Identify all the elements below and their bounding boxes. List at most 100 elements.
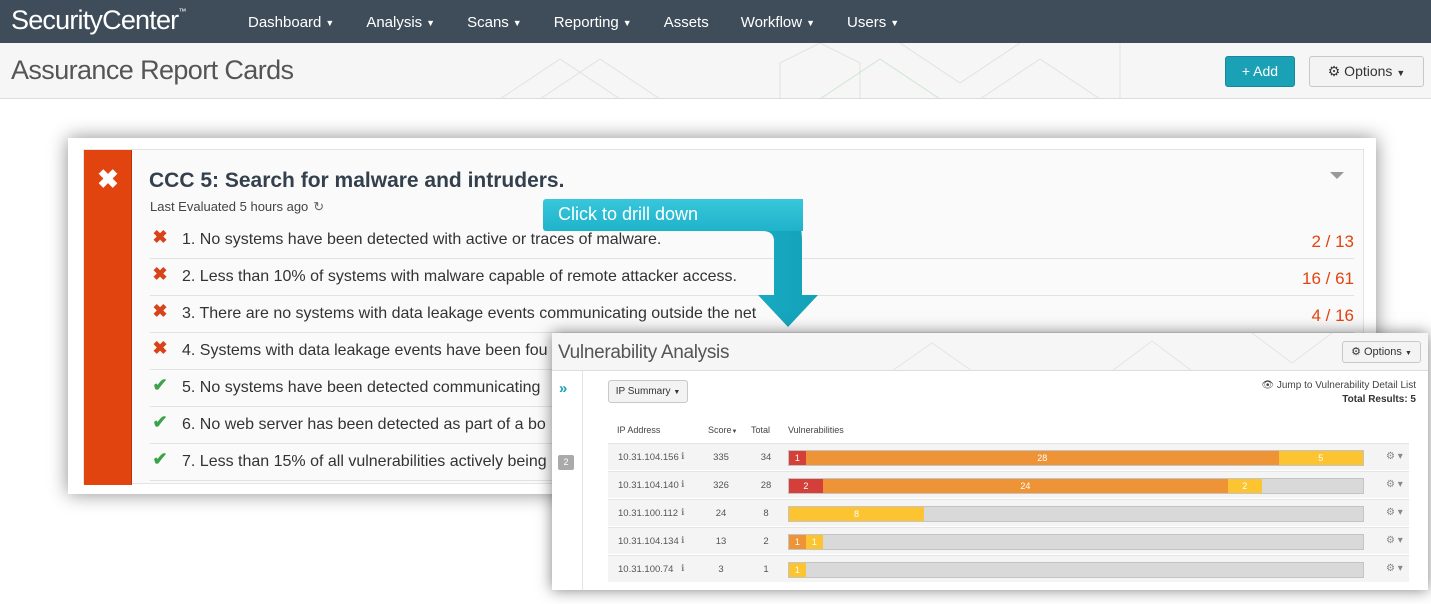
table-row[interactable]: 10.31.104.156 ℹ 335 34 1 28 5 ⚙ ▾ xyxy=(608,443,1409,470)
nav-dashboard[interactable]: Dashboard ▼ xyxy=(232,0,350,43)
options-label: ⚙ Options xyxy=(1327,63,1393,79)
vuln-panel-header: Vulnerability Analysis ⚙ Options ▼ xyxy=(552,333,1428,371)
bar-segment-med[interactable]: 5 xyxy=(1278,451,1363,465)
nav-label: Workflow xyxy=(740,14,803,31)
caret-down-icon: ▼ xyxy=(673,389,681,396)
info-icon[interactable]: ℹ xyxy=(681,451,685,461)
bar-segment-med[interactable]: 1 xyxy=(789,563,806,577)
row-gear-icon[interactable]: ⚙ ▾ xyxy=(1386,479,1403,490)
score-value: 335 xyxy=(713,452,729,463)
rule-score[interactable]: 4 / 16 xyxy=(1311,306,1354,325)
tool-select-button[interactable]: IP Summary ▼ xyxy=(608,380,688,403)
score-value: 24 xyxy=(715,508,727,519)
top-navbar: SecurityCenter™ Dashboard ▼ Analysis ▼ Scans… xyxy=(0,0,1431,43)
ip-address[interactable]: 10.31.104.140 xyxy=(618,480,679,491)
rule-text: 1. No systems have been detected with ac… xyxy=(182,231,662,248)
bar-segment-med[interactable]: 2 xyxy=(1227,479,1262,493)
pass-icon: ✔ xyxy=(152,375,168,395)
nav-analysis[interactable]: Analysis ▼ xyxy=(350,0,451,43)
nav-workflow[interactable]: Workflow ▼ xyxy=(725,0,831,43)
options-button[interactable]: ⚙ Options ▼ xyxy=(1309,56,1424,87)
vuln-header-pattern xyxy=(892,333,1333,370)
column-total[interactable]: Total xyxy=(751,425,771,435)
expand-icon[interactable]: » xyxy=(559,380,568,397)
score-value: 13 xyxy=(715,536,727,547)
column-score[interactable]: Score▼ xyxy=(708,425,737,435)
info-icon[interactable]: ℹ xyxy=(681,535,685,545)
nav-scans[interactable]: Scans ▼ xyxy=(451,0,538,43)
fail-icon: ✖ xyxy=(152,264,168,284)
rule-score[interactable]: 16 / 61 xyxy=(1302,269,1354,288)
vulnerability-bar[interactable]: 2 24 2 xyxy=(788,478,1364,494)
app-logo[interactable]: SecurityCenter™ xyxy=(11,5,186,35)
column-score-label: Score xyxy=(708,425,732,435)
rule-row[interactable]: ✖ 2. Less than 10% of systems with malwar… xyxy=(150,259,1354,296)
row-gear-icon[interactable]: ⚙ ▾ xyxy=(1386,507,1403,518)
vuln-options-button[interactable]: ⚙ Options ▼ xyxy=(1342,341,1421,363)
rule-text: 5. No systems have been detected communi… xyxy=(182,379,541,396)
header-pattern xyxy=(500,43,1121,98)
refresh-icon[interactable]: ↻ xyxy=(313,199,325,214)
table-row[interactable]: 10.31.104.134 ℹ 13 2 1 1 ⚙ ▾ xyxy=(608,527,1409,554)
column-ip[interactable]: IP Address xyxy=(617,425,661,435)
last-evaluated: Last Evaluated 5 hours ago ↻ xyxy=(150,199,324,215)
rule-row[interactable]: ✖ 3. There are no systems with data leaka… xyxy=(150,296,1354,333)
add-button[interactable]: + Add xyxy=(1225,56,1295,87)
info-icon[interactable]: ℹ xyxy=(681,563,685,573)
rule-row[interactable]: ✖ 1. No systems have been detected with a… xyxy=(150,222,1354,259)
caret-down-icon: ▼ xyxy=(512,18,522,28)
caret-down-icon: ▼ xyxy=(806,18,816,28)
table-row[interactable]: 10.31.104.140 ℹ 326 28 2 24 2 ⚙ ▾ xyxy=(608,471,1409,498)
total-value: 28 xyxy=(760,480,772,491)
nav-users[interactable]: Users ▼ xyxy=(831,0,915,43)
bar-segment-crit[interactable]: 1 xyxy=(789,451,806,465)
ip-address[interactable]: 10.31.104.156 xyxy=(618,452,679,463)
rule-text: 2. Less than 10% of systems with malware… xyxy=(182,268,737,285)
ip-address[interactable]: 10.31.100.74 xyxy=(618,564,674,575)
table-row[interactable]: 10.31.100.112 ℹ 24 8 8 ⚙ ▾ xyxy=(608,499,1409,526)
vulnerability-bar[interactable]: 1 xyxy=(788,562,1364,578)
total-results: Total Results: 5 xyxy=(1342,394,1416,405)
bar-segment-med[interactable]: 8 xyxy=(789,507,925,521)
vulnerability-bar[interactable]: 8 xyxy=(788,506,1364,522)
row-gear-icon[interactable]: ⚙ ▾ xyxy=(1386,451,1403,462)
vulnerability-analysis-panel: Vulnerability Analysis ⚙ Options ▼ » 2 I… xyxy=(552,333,1428,590)
bar-segment-high[interactable]: 24 xyxy=(822,479,1228,493)
bar-segment-med[interactable]: 1 xyxy=(805,535,823,549)
sort-icon: ▼ xyxy=(731,429,738,435)
caret-down-icon: ▼ xyxy=(325,18,335,28)
last-evaluated-label: Last Evaluated 5 hours ago xyxy=(150,199,309,214)
page-header: Assurance Report Cards + Add ⚙ Options ▼ xyxy=(0,43,1431,99)
ip-address[interactable]: 10.31.104.134 xyxy=(618,536,679,547)
nav-label: Analysis xyxy=(366,14,423,31)
collapse-toggle-icon[interactable] xyxy=(1330,172,1344,179)
nav-assets[interactable]: Assets xyxy=(648,0,725,43)
main-menu: Dashboard ▼ Analysis ▼ Scans ▼ Reporting ▼ Asset… xyxy=(232,0,915,43)
bar-segment-crit[interactable]: 2 xyxy=(789,479,823,493)
rule-score[interactable]: 2 / 13 xyxy=(1311,232,1354,251)
pass-icon: ✔ xyxy=(152,412,168,432)
score-value: 3 xyxy=(718,564,724,575)
info-icon[interactable]: ℹ xyxy=(681,507,685,517)
row-gear-icon[interactable]: ⚙ ▾ xyxy=(1386,563,1403,574)
nav-reporting[interactable]: Reporting ▼ xyxy=(538,0,648,43)
bar-segment-high[interactable]: 28 xyxy=(805,451,1279,465)
bar-segment-high[interactable]: 1 xyxy=(789,535,806,549)
vulnerability-bar[interactable]: 1 28 5 xyxy=(788,450,1364,466)
ip-address[interactable]: 10.31.100.112 xyxy=(618,508,679,519)
nav-label: Users xyxy=(847,14,887,31)
info-icon[interactable]: ℹ xyxy=(681,479,685,489)
caret-down-icon: ▼ xyxy=(426,18,436,28)
row-gear-icon[interactable]: ⚙ ▾ xyxy=(1386,535,1403,546)
jump-to-detail-link[interactable]: 👁 Jump to Vulnerability Detail List xyxy=(1261,380,1416,391)
filter-count-badge[interactable]: 2 xyxy=(558,455,574,470)
tool-select-label: IP Summary xyxy=(615,386,671,397)
page-title: Assurance Report Cards xyxy=(11,55,294,85)
callout-text: Click to drill down xyxy=(558,204,699,224)
vuln-sidebar: » 2 xyxy=(552,371,583,590)
total-value: 2 xyxy=(763,536,769,547)
table-row[interactable]: 10.31.100.74 ℹ 3 1 1 ⚙ ▾ xyxy=(608,555,1409,582)
total-value: 8 xyxy=(763,508,769,519)
rule-text: 4. Systems with data leakage events have… xyxy=(182,342,548,359)
